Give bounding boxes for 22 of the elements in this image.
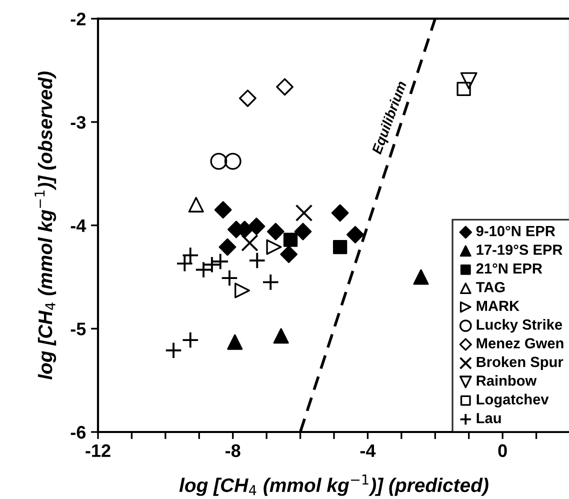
legend-label: MARK [476, 300, 520, 311]
legend-label: Lucky Strike [476, 319, 562, 333]
y-tick-label: -2 [70, 12, 86, 26]
x-axis-title: log [CH$_{4}$ (mmol kg$^{−1}$)] (predicted) [179, 474, 488, 496]
legend-label: Broken Spur [476, 356, 564, 370]
legend-label: Lau [476, 413, 501, 424]
legend-label: Rainbow [476, 375, 537, 386]
x-tick-label: -12 [86, 444, 110, 457]
y-tick-label: -5 [70, 322, 86, 336]
legend-label: 9-10°N EPR [476, 226, 556, 236]
legend-label: 21°N EPR [476, 263, 542, 274]
legend-label: Logatchev [476, 394, 549, 408]
y-tick-label: -3 [70, 116, 86, 129]
legend-label: 17-19°S EPR [476, 244, 562, 255]
x-tick-label: -8 [226, 444, 240, 458]
y-tick-label: -6 [70, 426, 86, 439]
x-tick-label: 0 [498, 444, 507, 458]
x-tick-label: -4 [360, 444, 376, 457]
legend-label: Menez Gwen [476, 338, 564, 348]
legend-label: TAG [476, 282, 505, 292]
y-tick-label: -4 [70, 219, 86, 232]
y-axis-title: log [CH$_{4}$ (mmol kg$^{−1}$)] (observed) [34, 72, 56, 380]
